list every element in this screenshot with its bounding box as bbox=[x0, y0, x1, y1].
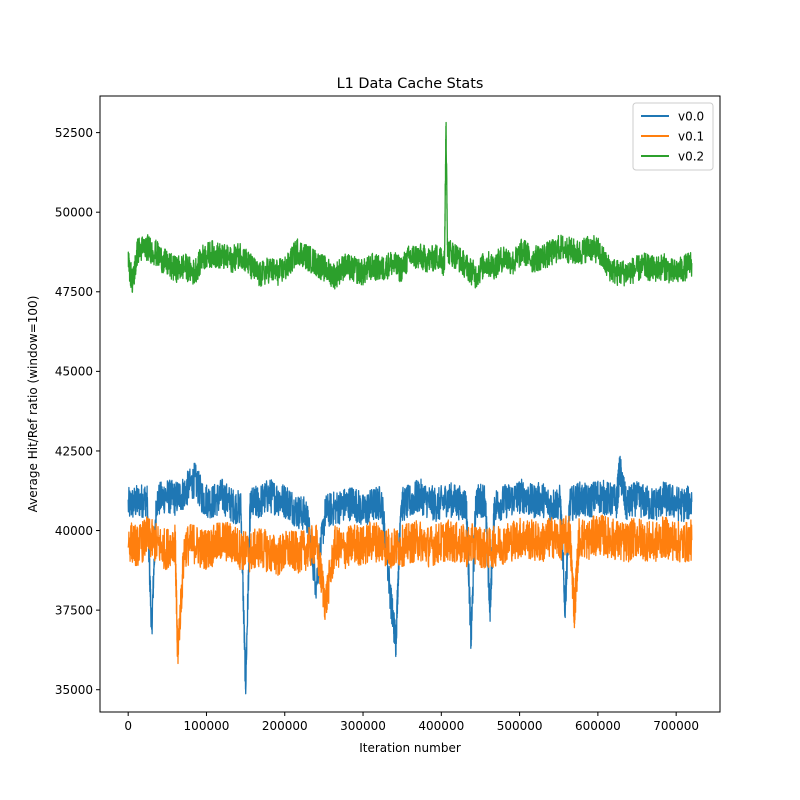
y-tick-label: 52500 bbox=[55, 126, 93, 140]
series-v0-0 bbox=[127, 455, 693, 695]
x-tick-label: 500000 bbox=[497, 719, 543, 733]
y-tick-label: 40000 bbox=[55, 524, 93, 538]
x-tick-label: 200000 bbox=[262, 719, 308, 733]
x-tick-label: 0 bbox=[124, 719, 132, 733]
chart-title: L1 Data Cache Stats bbox=[337, 76, 484, 92]
plot-frame bbox=[99, 95, 721, 713]
y-tick-label: 37500 bbox=[55, 603, 93, 617]
legend: v0.0 v0.1 v0.2 bbox=[632, 102, 714, 171]
x-tick-label: 100000 bbox=[184, 719, 230, 733]
x-tick-label: 300000 bbox=[340, 719, 386, 733]
series-v0-2 bbox=[127, 121, 693, 293]
x-tick-label: 700000 bbox=[653, 719, 699, 733]
legend-entry: v0.2 bbox=[678, 149, 704, 163]
legend-entry: v0.1 bbox=[678, 129, 704, 143]
x-tick-label: 400000 bbox=[418, 719, 464, 733]
legend-entry: v0.0 bbox=[678, 109, 704, 123]
y-tick-label: 47500 bbox=[55, 285, 93, 299]
x-tick-label: 600000 bbox=[575, 719, 621, 733]
y-tick-label: 35000 bbox=[55, 683, 93, 697]
legend-box bbox=[632, 102, 714, 171]
x-axis-label: Iteration number bbox=[359, 741, 461, 755]
series-line bbox=[127, 514, 693, 665]
x-axis: 0 100000 200000 300000 400000 500000 600000 700… bbox=[124, 712, 699, 733]
y-tick-label: 50000 bbox=[55, 205, 93, 219]
y-tick-label: 45000 bbox=[55, 365, 93, 379]
series-v0-1 bbox=[127, 514, 693, 665]
y-tick-label: 42500 bbox=[55, 444, 93, 458]
series-line bbox=[127, 121, 693, 293]
series-line bbox=[127, 455, 693, 695]
y-axis-label: Average Hit/Ref ratio (window=100) bbox=[26, 296, 40, 513]
y-axis: 35000 37500 40000 42500 45000 47500 50000 52500 bbox=[55, 126, 100, 697]
